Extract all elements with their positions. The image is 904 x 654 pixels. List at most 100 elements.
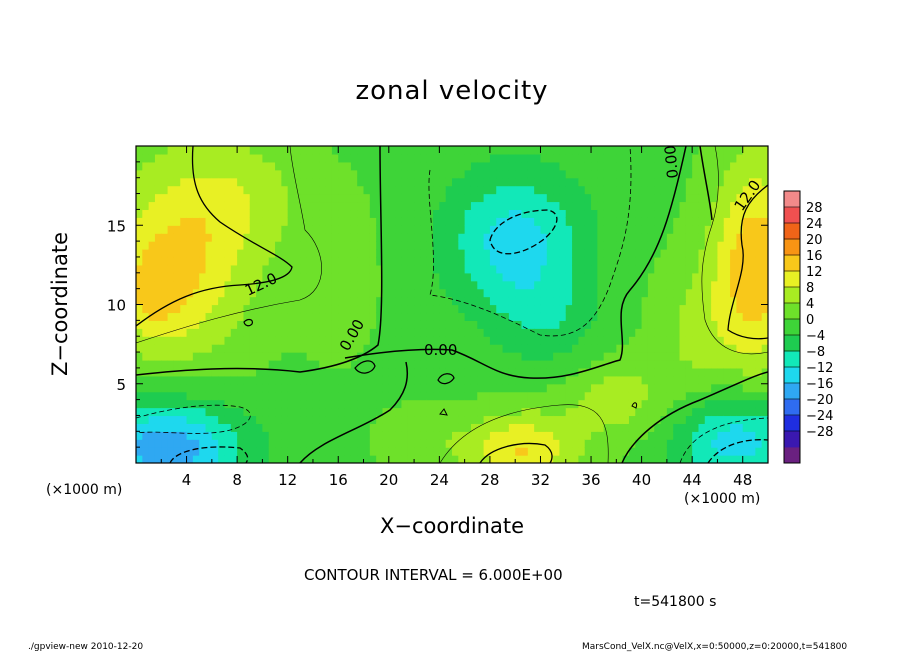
field-cell bbox=[761, 193, 768, 203]
field-cell bbox=[540, 391, 548, 401]
field-cell bbox=[433, 359, 440, 369]
field-cell bbox=[287, 336, 295, 345]
field-cell bbox=[723, 264, 731, 274]
field-cell bbox=[755, 201, 763, 211]
field-cell bbox=[603, 272, 611, 282]
field-cell bbox=[382, 344, 390, 353]
field-cell bbox=[527, 264, 535, 274]
field-cell bbox=[306, 423, 314, 432]
x-axis: 4 8 12 16 20 24 28 32 36 40 44 48 bbox=[160, 146, 752, 489]
field-cell bbox=[268, 439, 276, 448]
field-cell bbox=[186, 193, 194, 203]
field-cell bbox=[319, 185, 327, 195]
field-cell bbox=[546, 423, 554, 432]
field-cell bbox=[666, 352, 674, 361]
field-cell bbox=[673, 249, 681, 258]
field-cell bbox=[717, 447, 725, 456]
field-cell bbox=[243, 272, 251, 282]
field-cell bbox=[496, 233, 504, 242]
field-cell bbox=[660, 312, 668, 321]
field-cell bbox=[256, 256, 263, 266]
field-cell bbox=[433, 320, 440, 329]
field-cell bbox=[736, 169, 744, 179]
field-cell bbox=[565, 447, 573, 456]
field-cell bbox=[749, 391, 756, 401]
field-cell bbox=[572, 328, 579, 337]
field-cell bbox=[464, 272, 472, 282]
field-cell bbox=[395, 201, 403, 211]
field-cell bbox=[591, 241, 598, 250]
field-cell bbox=[464, 233, 472, 242]
field-cell bbox=[704, 375, 712, 385]
field-cell bbox=[249, 249, 257, 258]
field-cell bbox=[256, 153, 263, 163]
field-cell bbox=[249, 256, 257, 266]
field-cell bbox=[281, 304, 289, 314]
field-cell bbox=[407, 352, 415, 361]
field-cell bbox=[161, 233, 169, 242]
field-cell bbox=[433, 225, 440, 234]
field-cell bbox=[319, 367, 327, 377]
field-cell bbox=[243, 153, 251, 163]
field-cell bbox=[685, 296, 693, 306]
field-cell bbox=[502, 256, 510, 266]
x-tick-label: 12 bbox=[278, 471, 297, 489]
field-cell bbox=[603, 391, 611, 401]
field-cell bbox=[199, 344, 207, 353]
field-cell bbox=[755, 415, 763, 424]
field-cell bbox=[306, 399, 314, 409]
field-cell bbox=[199, 304, 207, 314]
field-cell bbox=[268, 193, 276, 203]
field-cell bbox=[736, 161, 744, 171]
field-cell bbox=[369, 272, 377, 282]
field-cell bbox=[300, 209, 308, 218]
color-field bbox=[136, 146, 768, 463]
field-cell bbox=[388, 280, 396, 290]
field-cell bbox=[382, 447, 390, 456]
field-cell bbox=[603, 352, 611, 361]
field-cell bbox=[325, 344, 333, 353]
field-cell bbox=[186, 177, 194, 187]
field-cell bbox=[325, 304, 333, 314]
field-cell bbox=[489, 344, 497, 353]
field-cell bbox=[369, 407, 377, 417]
field-cell bbox=[142, 367, 150, 377]
field-cell bbox=[420, 280, 428, 290]
field-cell bbox=[300, 391, 308, 401]
field-cell bbox=[350, 375, 358, 385]
field-cell bbox=[414, 225, 421, 234]
field-cell bbox=[275, 352, 282, 361]
contour-line-6-left bbox=[136, 146, 322, 344]
field-cell bbox=[294, 153, 301, 163]
field-cell bbox=[445, 201, 453, 211]
field-cell bbox=[553, 201, 561, 211]
field-cell bbox=[142, 177, 150, 187]
field-cell bbox=[603, 209, 611, 218]
field-cell bbox=[723, 249, 731, 258]
field-cell bbox=[546, 383, 554, 393]
field-cell bbox=[502, 201, 510, 211]
field-cell bbox=[698, 375, 706, 385]
field-cell bbox=[685, 153, 693, 163]
field-cell bbox=[458, 455, 466, 463]
field-cell bbox=[730, 367, 737, 377]
field-cell bbox=[173, 272, 181, 282]
field-cell bbox=[572, 185, 579, 195]
field-cell bbox=[338, 161, 346, 171]
field-cell bbox=[306, 169, 314, 179]
field-cell bbox=[218, 391, 226, 401]
field-cell bbox=[388, 415, 396, 424]
field-cell bbox=[679, 177, 687, 187]
field-cell bbox=[666, 431, 674, 440]
field-cell bbox=[268, 320, 276, 329]
field-cell bbox=[167, 407, 175, 417]
field-cell bbox=[148, 439, 156, 448]
field-cell bbox=[673, 367, 681, 377]
field-cell bbox=[578, 169, 586, 179]
field-cell bbox=[445, 272, 453, 282]
field-cell bbox=[597, 185, 605, 195]
field-cell bbox=[338, 280, 346, 290]
field-cell bbox=[685, 209, 693, 218]
field-cell bbox=[249, 407, 257, 417]
field-cell bbox=[407, 249, 415, 258]
